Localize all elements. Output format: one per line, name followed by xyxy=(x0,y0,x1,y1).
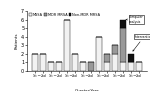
Bar xyxy=(32,54,38,71)
Bar xyxy=(96,37,102,71)
X-axis label: Quarter/Year: Quarter/Year xyxy=(75,89,99,91)
Bar xyxy=(40,54,46,71)
Bar xyxy=(128,54,134,62)
Bar xyxy=(120,19,126,28)
Text: Computer
analysis: Computer analysis xyxy=(126,15,144,24)
Bar xyxy=(104,54,110,62)
Bar xyxy=(88,62,94,71)
Bar xyxy=(56,62,62,71)
Bar xyxy=(48,62,54,71)
Bar xyxy=(72,54,78,71)
Text: Intervention: Intervention xyxy=(133,35,150,51)
Bar xyxy=(64,19,70,71)
Bar xyxy=(120,28,126,62)
Bar xyxy=(104,62,110,71)
Bar xyxy=(112,45,118,54)
Legend: MSSA, MDR MRSA, Non-MDR MRSA: MSSA, MDR MRSA, Non-MDR MRSA xyxy=(29,12,101,17)
Bar xyxy=(112,54,118,71)
Y-axis label: Patients: Patients xyxy=(15,33,19,49)
Bar xyxy=(136,62,142,71)
Bar xyxy=(120,62,126,71)
Bar xyxy=(128,62,134,71)
Bar xyxy=(80,62,86,71)
